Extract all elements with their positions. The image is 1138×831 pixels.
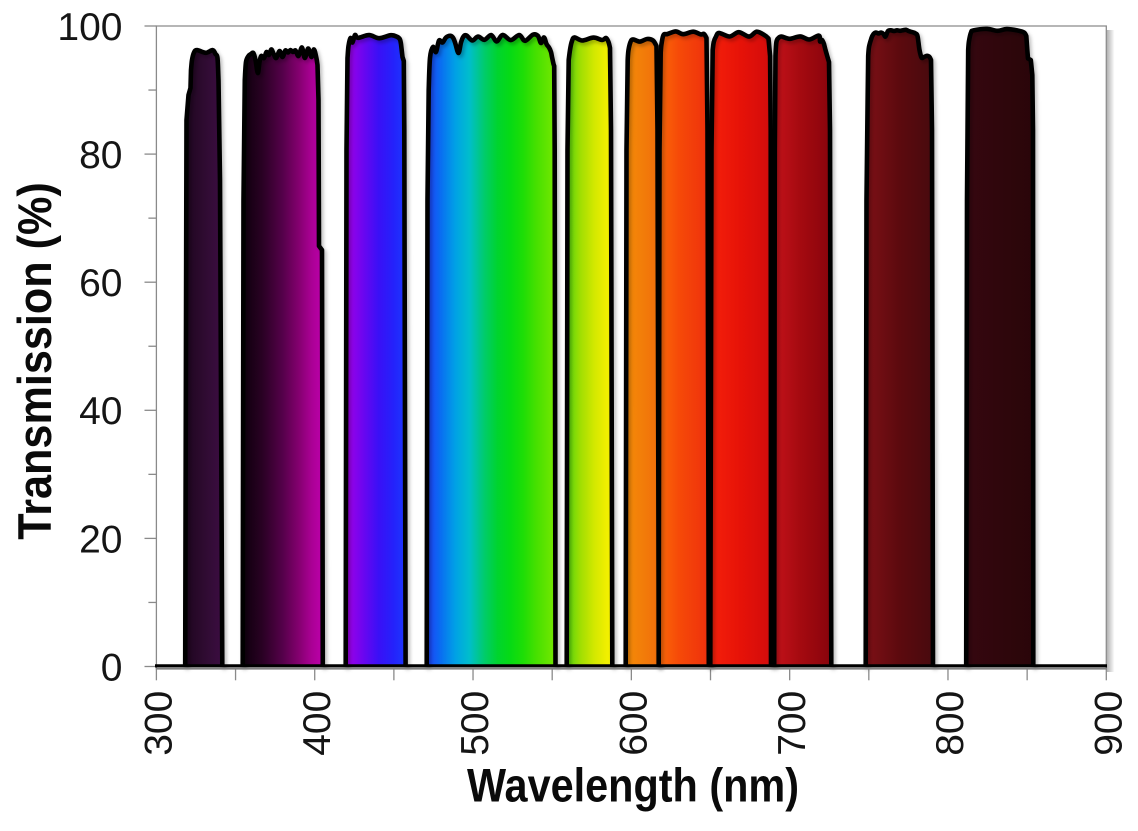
- svg-text:500: 500: [454, 691, 497, 756]
- svg-text:600: 600: [613, 691, 656, 756]
- svg-text:80: 80: [79, 134, 122, 177]
- svg-text:900: 900: [1088, 691, 1131, 756]
- svg-text:700: 700: [771, 691, 814, 756]
- svg-text:20: 20: [79, 518, 122, 561]
- svg-text:400: 400: [296, 691, 339, 756]
- svg-text:Transmission (%): Transmission (%): [8, 182, 61, 540]
- svg-text:60: 60: [79, 262, 122, 305]
- svg-text:300: 300: [138, 691, 181, 756]
- svg-text:100: 100: [57, 6, 122, 49]
- svg-text:0: 0: [101, 646, 123, 689]
- svg-text:40: 40: [79, 390, 122, 433]
- svg-text:800: 800: [929, 691, 972, 756]
- svg-text:Wavelength (nm): Wavelength (nm): [467, 758, 799, 811]
